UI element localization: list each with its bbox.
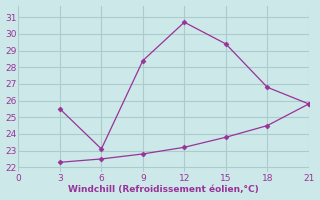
X-axis label: Windchill (Refroidissement éolien,°C): Windchill (Refroidissement éolien,°C) xyxy=(68,185,259,194)
